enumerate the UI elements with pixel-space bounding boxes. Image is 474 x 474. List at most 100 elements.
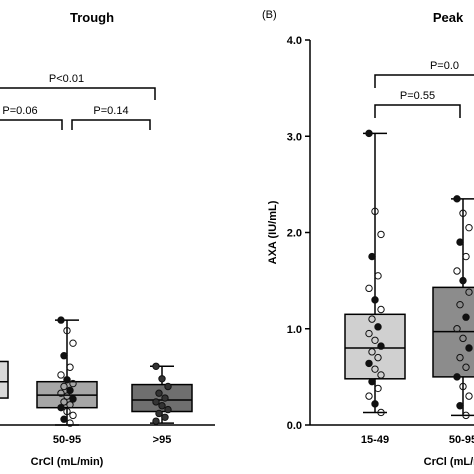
data-point <box>374 323 382 331</box>
x-axis-label: CrCl (mL/min) <box>424 456 474 468</box>
data-point <box>465 288 473 296</box>
data-point <box>57 403 65 412</box>
data-point <box>63 326 71 335</box>
data-point <box>371 296 379 304</box>
data-point <box>371 365 379 373</box>
data-point <box>377 305 385 314</box>
data-point <box>465 223 473 232</box>
p-value: P=0.06 <box>2 105 37 117</box>
data-point <box>374 272 382 280</box>
data-point <box>453 325 461 333</box>
data-point <box>368 252 376 261</box>
data-point <box>63 376 71 384</box>
data-point <box>368 315 376 323</box>
data-point <box>368 348 376 356</box>
data-point <box>462 363 470 371</box>
data-point <box>57 371 65 379</box>
data-point <box>377 230 385 239</box>
data-point <box>60 415 68 423</box>
data-point <box>377 342 385 350</box>
data-point <box>368 377 376 386</box>
data-point <box>155 409 163 418</box>
data-point <box>63 392 71 400</box>
data-point <box>69 339 77 347</box>
data-point <box>164 382 172 391</box>
data-point <box>465 344 473 352</box>
data-point <box>69 395 77 403</box>
p-value: P=0.14 <box>93 105 128 117</box>
significance-bracket <box>0 87 156 100</box>
data-point <box>365 392 373 400</box>
data-point <box>158 375 166 383</box>
data-point <box>371 400 379 408</box>
y-tick-label: 4.0 <box>287 35 302 47</box>
data-point <box>60 352 68 360</box>
data-point <box>66 401 74 409</box>
data-point <box>60 382 68 391</box>
data-point <box>365 329 373 338</box>
data-point <box>69 411 77 420</box>
data-point <box>459 334 467 343</box>
data-point <box>152 398 160 406</box>
x-tick-label: >95 <box>153 434 172 446</box>
data-point <box>60 398 68 406</box>
data-point <box>374 384 382 393</box>
data-point <box>69 379 77 388</box>
data-point <box>164 405 172 414</box>
data-point <box>371 336 379 344</box>
data-point <box>152 417 160 425</box>
data-point <box>377 371 385 379</box>
data-point <box>158 402 166 410</box>
data-point <box>462 252 470 261</box>
data-point <box>365 284 373 293</box>
data-point <box>57 389 65 397</box>
data-point <box>462 411 470 420</box>
data-point <box>465 392 473 400</box>
data-point <box>371 207 379 216</box>
data-point <box>456 238 464 246</box>
data-point <box>459 276 467 285</box>
data-point <box>155 389 163 397</box>
data-point <box>66 386 74 395</box>
data-point <box>459 209 467 217</box>
p-value: P=0.55 <box>400 90 435 102</box>
panel-title: Trough <box>70 10 114 25</box>
data-point <box>453 373 461 381</box>
significance-bracket <box>374 74 474 88</box>
y-tick-label: 1.0 <box>287 324 302 336</box>
x-tick-label: 15-49 <box>361 434 389 446</box>
y-tick-label: 0.0 <box>287 420 302 432</box>
data-point <box>63 407 71 416</box>
y-tick-label: 3.0 <box>287 131 302 143</box>
significance-bracket <box>71 119 151 130</box>
data-point <box>456 300 464 309</box>
p-value: P<0.01 <box>49 73 84 85</box>
data-point <box>377 408 385 417</box>
box <box>344 313 406 380</box>
significance-bracket <box>0 119 63 130</box>
data-point <box>453 195 461 203</box>
x-tick-label: 50-95 <box>53 434 81 446</box>
panel-label: (B) <box>262 9 277 21</box>
panel-title: Peak <box>433 10 464 25</box>
significance-bracket <box>374 104 461 118</box>
y-axis-label: AXA (IU/mL) <box>267 200 279 264</box>
data-point <box>459 382 467 391</box>
data-point <box>374 353 382 362</box>
y-tick-label: 2.0 <box>287 228 302 240</box>
p-value: P=0.0 <box>430 60 459 72</box>
data-point <box>456 402 464 410</box>
data-point <box>365 359 373 368</box>
data-point <box>365 129 373 138</box>
data-point <box>152 362 160 370</box>
data-point <box>453 267 461 275</box>
x-tick-label: 50-95 <box>449 434 474 446</box>
data-point <box>66 419 74 427</box>
data-point <box>66 363 74 371</box>
data-point <box>57 316 65 324</box>
data-point <box>161 394 169 402</box>
box <box>0 360 9 399</box>
x-axis-label: CrCl (mL/min) <box>31 456 104 468</box>
data-point <box>456 353 464 362</box>
